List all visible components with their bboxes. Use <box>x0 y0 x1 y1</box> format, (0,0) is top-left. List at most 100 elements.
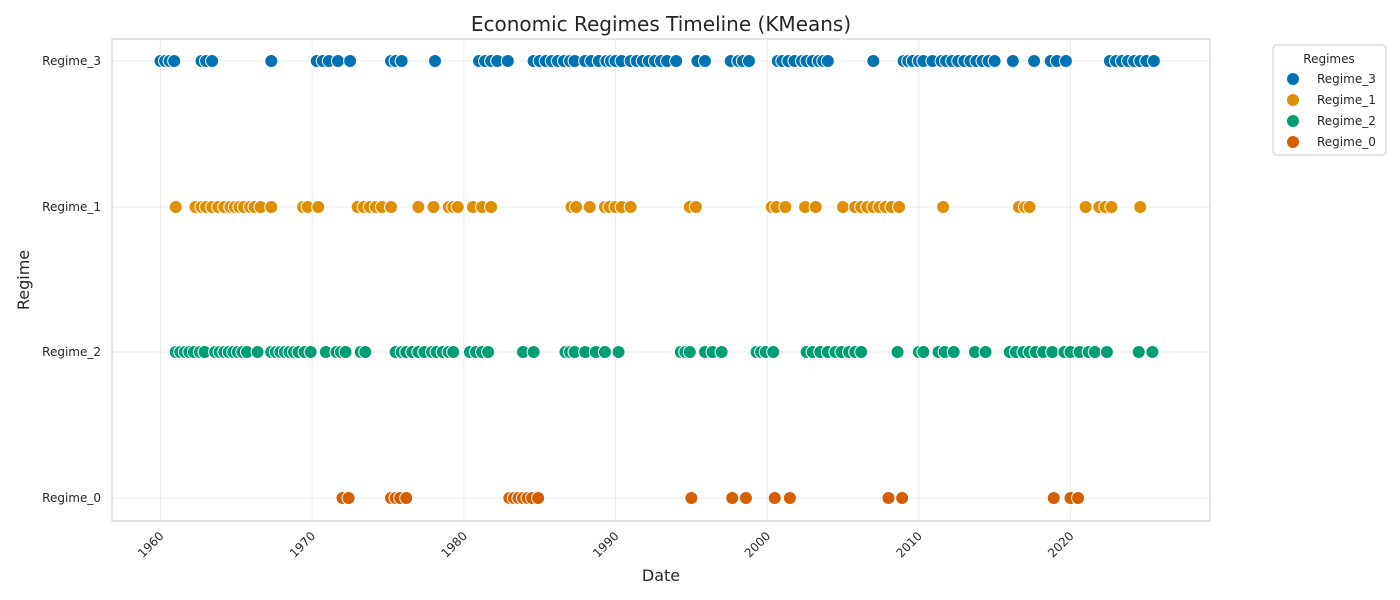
data-point <box>892 200 907 214</box>
data-point <box>1133 200 1148 214</box>
legend-marker <box>1286 93 1300 107</box>
legend: Regimes Regime_3 Regime_1 Regime_2 Regime_0 <box>1272 44 1387 156</box>
data-point <box>303 345 318 359</box>
y-tick-label: Regime_3 <box>42 54 101 68</box>
data-point <box>481 345 496 359</box>
data-point <box>582 200 597 214</box>
x-tick-label: 1960 <box>135 529 166 560</box>
data-point <box>688 200 703 214</box>
data-point <box>250 345 265 359</box>
data-point <box>835 200 850 214</box>
data-point <box>1131 345 1146 359</box>
data-point <box>500 54 515 68</box>
data-point <box>311 200 326 214</box>
data-point <box>1099 345 1114 359</box>
data-point <box>1146 54 1161 68</box>
data-point <box>936 200 951 214</box>
data-point <box>682 345 697 359</box>
data-point <box>167 54 182 68</box>
data-point <box>623 200 638 214</box>
x-tick-label: 1990 <box>590 529 621 560</box>
data-points <box>153 54 1161 505</box>
legend-marker <box>1286 114 1300 128</box>
data-point <box>1145 345 1160 359</box>
data-point <box>341 491 356 505</box>
data-point <box>866 54 881 68</box>
data-point <box>714 345 729 359</box>
data-point <box>767 491 782 505</box>
data-point <box>394 54 409 68</box>
x-tick-label: 2020 <box>1045 529 1076 560</box>
data-point <box>1027 54 1042 68</box>
data-point <box>978 345 993 359</box>
data-point <box>916 345 931 359</box>
chart-title: Economic Regimes Timeline (KMeans) <box>471 12 851 36</box>
legend-label: Regime_2 <box>1317 114 1376 128</box>
data-point <box>343 54 358 68</box>
data-point <box>569 200 584 214</box>
y-tick-label: Regime_2 <box>42 345 101 359</box>
x-tick-label: 2010 <box>893 529 924 560</box>
data-point <box>782 491 797 505</box>
x-tick-label: 1980 <box>438 529 469 560</box>
data-point <box>611 345 626 359</box>
data-point <box>778 200 793 214</box>
data-point <box>1005 54 1020 68</box>
y-axis-title: Regime <box>14 250 33 310</box>
series-regime-2 <box>168 345 1160 359</box>
data-point <box>808 200 823 214</box>
data-point <box>330 54 345 68</box>
data-point <box>526 345 541 359</box>
series-regime-1 <box>168 200 1148 214</box>
plot-border <box>111 38 1211 522</box>
data-point <box>484 200 499 214</box>
data-point <box>168 200 183 214</box>
data-point <box>1022 200 1037 214</box>
data-point <box>531 491 546 505</box>
data-point <box>741 54 756 68</box>
data-point <box>766 345 781 359</box>
data-point <box>1087 345 1102 359</box>
data-point <box>895 491 910 505</box>
data-point <box>1104 200 1119 214</box>
data-point <box>1078 200 1093 214</box>
legend-marker <box>1286 135 1300 149</box>
legend-label: Regime_3 <box>1317 72 1376 86</box>
data-point <box>264 54 279 68</box>
data-point <box>1046 491 1061 505</box>
series-regime-3 <box>153 54 1161 68</box>
data-point <box>987 54 1002 68</box>
x-tick-label: 1970 <box>287 529 318 560</box>
data-point <box>426 200 441 214</box>
x-tick-label: 2000 <box>742 529 773 560</box>
x-axis-title: Date <box>642 566 680 585</box>
data-point <box>1071 491 1086 505</box>
data-point <box>205 54 220 68</box>
data-point <box>725 491 740 505</box>
legend-label: Regime_1 <box>1317 93 1376 107</box>
legend-label: Regime_0 <box>1317 135 1376 149</box>
y-tick-label: Regime_0 <box>42 491 101 505</box>
data-point <box>411 200 426 214</box>
legend-title: Regimes <box>1303 52 1354 66</box>
data-point <box>854 345 869 359</box>
data-point <box>684 491 699 505</box>
data-point <box>384 200 399 214</box>
legend-box <box>1272 44 1387 156</box>
data-point <box>450 200 465 214</box>
data-point <box>881 491 896 505</box>
data-point <box>697 54 712 68</box>
legend-marker <box>1286 72 1300 86</box>
data-point <box>820 54 835 68</box>
data-point <box>399 491 414 505</box>
data-point <box>597 345 612 359</box>
y-tick-label: Regime_1 <box>42 200 101 214</box>
data-point <box>738 491 753 505</box>
series-regime-0 <box>335 491 1086 505</box>
data-point <box>1045 345 1060 359</box>
data-point <box>669 54 684 68</box>
data-point <box>428 54 443 68</box>
data-point <box>890 345 905 359</box>
